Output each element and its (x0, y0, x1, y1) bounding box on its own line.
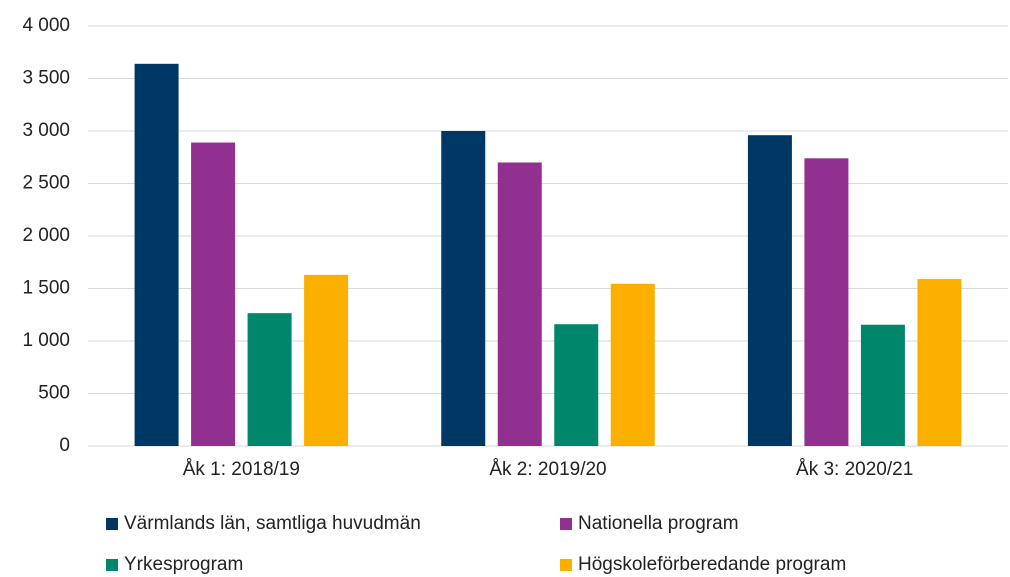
bar (610, 283, 655, 446)
bar (554, 324, 599, 446)
legend-label: Yrkesprogram (124, 554, 243, 575)
y-tick-label: 0 (59, 435, 70, 456)
legend-swatch (106, 518, 118, 530)
legend-swatch (560, 518, 572, 530)
y-tick-label: 1 000 (22, 330, 70, 351)
bar (917, 279, 962, 446)
bar (497, 162, 542, 446)
bar (304, 274, 349, 446)
legend-swatch (106, 559, 118, 571)
legend-label: Högskoleförberedande program (578, 554, 846, 575)
bar (247, 313, 292, 446)
bar (191, 142, 236, 447)
y-tick-label: 4 000 (22, 15, 70, 36)
bar (134, 63, 179, 447)
x-tick-label: Åk 2: 2019/20 (489, 459, 606, 480)
bar (441, 131, 486, 446)
legend-swatch (560, 559, 572, 571)
bar (747, 135, 792, 446)
y-tick-label: 3 000 (22, 120, 70, 141)
legend-label: Värmlands län, samtliga huvudmän (124, 513, 421, 534)
bar (804, 158, 849, 447)
y-tick-label: 2 500 (22, 173, 70, 194)
legend-label: Nationella program (578, 513, 739, 534)
x-tick-label: Åk 3: 2020/21 (796, 459, 913, 480)
y-tick-label: 1 500 (22, 278, 70, 299)
y-tick-label: 3 500 (22, 68, 70, 89)
y-tick-label: 500 (38, 383, 70, 404)
x-tick-label: Åk 1: 2018/19 (183, 459, 300, 480)
y-tick-label: 2 000 (22, 225, 70, 246)
bar (860, 324, 905, 446)
